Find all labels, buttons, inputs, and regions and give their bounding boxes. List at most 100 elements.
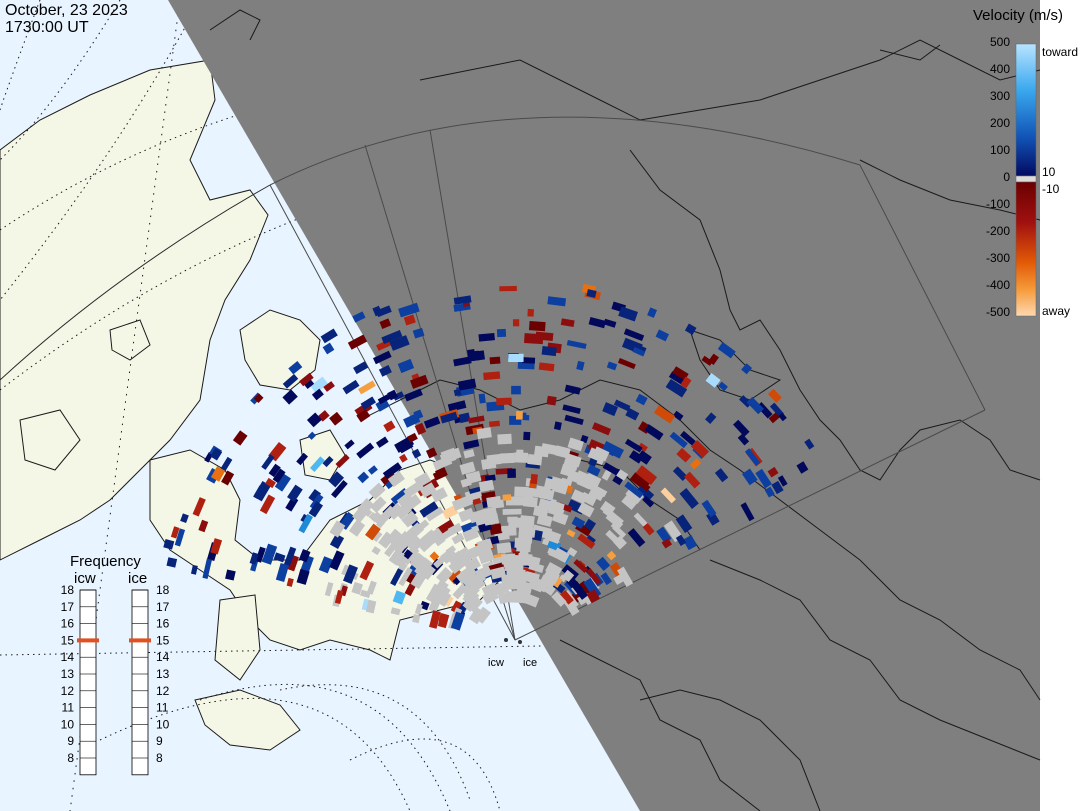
radar-range-gate [769,402,784,418]
velocity-tick-label: 300 [990,89,1010,103]
frequency-level-label: 13 [156,667,170,681]
radar-ground-scatter [462,583,480,600]
radar-range-gate [768,412,780,424]
radar-range-gate [261,543,278,565]
radar-ground-scatter [554,445,571,459]
radar-range-gate [403,413,421,428]
radar-ground-scatter [474,606,491,624]
frequency-title: Frequency [70,553,141,570]
radar-range-gate [163,538,175,550]
radar-range-gate [739,395,752,408]
radar-ground-scatter [533,445,550,458]
radar-range-gate [468,415,485,424]
frequency-level-label: 12 [156,684,170,698]
velocity-away-label: away [1042,304,1070,318]
velocity-tick-label: 500 [990,35,1010,49]
radar-range-gate [606,361,618,371]
radar-range-gate [379,318,392,329]
radar-range-gate [303,378,315,389]
radar-range-gate [672,466,688,481]
radar-range-gate [369,496,387,514]
radar-range-gate [410,374,429,389]
radar-range-gate [360,396,377,410]
radar-range-gate [644,424,664,441]
radar-range-gate [282,389,298,405]
radar-ground-scatter [415,563,433,581]
radar-range-gate [478,393,486,404]
radar-range-gate [249,552,259,565]
frequency-level-label: 10 [61,717,75,731]
radar-range-gate [561,569,575,583]
radar-range-gate [586,464,601,477]
radar-ground-scatter [458,507,475,523]
radar-ground-scatter [430,487,448,503]
radar-ground-scatter [461,571,479,589]
radar-range-gate [202,558,212,579]
radar-range-gate [768,388,782,403]
radar-range-gate [357,471,370,484]
radar-range-gate [320,328,338,344]
radar-range-gate [701,355,713,366]
radar-range-gate [275,562,289,583]
radar-range-gate [541,346,557,357]
radar-range-gate [562,404,581,415]
velocity-tick-label: 100 [990,143,1010,157]
velocity-scale-title: Velocity (m/s) [973,7,1063,24]
velocity-tick-label: 200 [990,116,1010,130]
radar-range-gate [440,411,458,424]
radar-range-gate [469,350,485,362]
radar-range-gate [564,414,584,426]
radar-range-gate [457,378,477,391]
radar-ground-scatter [395,530,413,548]
radar-ground-scatter [396,491,414,509]
radar-range-gate [432,468,447,481]
frequency-level-label: 12 [61,684,75,698]
radar-range-gate [220,456,233,473]
radar-ground-scatter [387,470,406,488]
velocity-bar-toward [1015,43,1037,177]
radar-range-gate [511,385,521,395]
radar-range-gate [573,559,589,574]
radar-range-gate [253,481,271,502]
radar-range-gate [318,556,334,574]
radar-range-gate [399,453,408,463]
radar-range-gate [523,431,531,441]
radar-range-gate [414,603,423,615]
radar-ground-scatter [404,494,422,511]
radar-range-gate [625,407,640,421]
radar-range-gate [447,400,467,412]
radar-range-gate [425,506,444,522]
radar-ground-scatter [476,427,492,440]
radar-range-gate [403,314,416,326]
radar-range-gate [571,516,586,529]
velocity-tick-label: -500 [986,305,1010,319]
radar-range-gate [381,330,403,344]
radar-ground-scatter [513,591,529,604]
radar-range-gate [437,612,450,629]
radar-range-gate [566,339,587,350]
radar-range-gate [404,388,423,402]
radar-range-gate [489,523,503,535]
frequency-level-label: 18 [61,583,75,597]
radar-range-gate [378,365,392,377]
radar-range-gate [601,469,612,481]
radar-ground-scatter [329,520,346,538]
frequency-level-label: 9 [156,734,163,748]
radar-range-gate [450,600,464,615]
radar-range-gate [566,529,576,538]
radar-range-gate [669,431,688,449]
radar-range-gate [596,556,611,571]
radar-range-gate [718,381,728,392]
frequency-level-label: 11 [156,701,169,715]
radar-range-gate [353,361,369,375]
radar-range-gate [375,305,392,318]
radar-range-gate [204,451,214,463]
radar-range-gate [585,534,596,545]
radar-ground-scatter [483,513,500,526]
frequency-level-label: 8 [67,751,74,765]
radar-range-gate [478,332,495,342]
frequency-level-label: 18 [156,583,170,597]
radar-ground-scatter [518,524,534,536]
frequency-level-label: 17 [156,600,170,614]
radar-range-gate [684,471,701,489]
